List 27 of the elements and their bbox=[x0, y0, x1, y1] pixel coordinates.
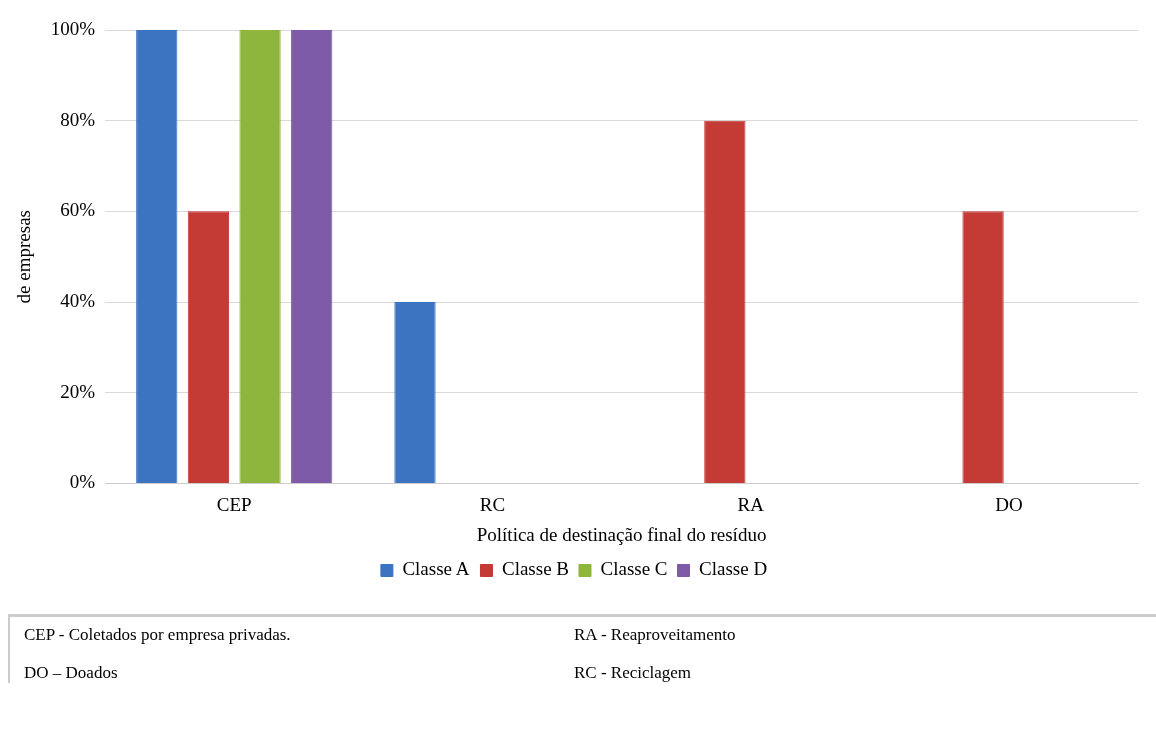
y-tick-label: 0% bbox=[69, 471, 96, 493]
x-tick-label: RA bbox=[737, 493, 765, 515]
bar bbox=[962, 211, 1004, 483]
text: RC - Reciclagem bbox=[574, 663, 693, 683]
y-axis-title: de empresas bbox=[13, 210, 35, 304]
legend-label: Classe B bbox=[501, 558, 569, 580]
bar bbox=[136, 30, 178, 483]
bar bbox=[291, 30, 333, 483]
x-tick-label: CEP bbox=[216, 493, 252, 515]
y-tick-label: 20% bbox=[60, 380, 96, 402]
text: CEP - Coletados por empresa privadas. bbox=[24, 625, 292, 645]
y-tick-label: 40% bbox=[60, 290, 96, 312]
bar bbox=[239, 30, 281, 483]
bar bbox=[187, 211, 230, 483]
legend-label: Classe C bbox=[600, 558, 668, 580]
y-tick-label: 100% bbox=[50, 17, 96, 39]
y-tick-label: 60% bbox=[60, 199, 96, 221]
y-tick-label: 80% bbox=[60, 108, 96, 130]
x-tick-label: DO bbox=[995, 493, 1023, 515]
x-tick-label: RC bbox=[479, 493, 506, 515]
bar bbox=[394, 302, 436, 483]
x-axis-title: Política de destinação final do resíduo bbox=[476, 523, 767, 545]
legend-label: Classe A bbox=[402, 558, 470, 580]
bar bbox=[704, 120, 746, 483]
text: DO – Doados bbox=[24, 663, 119, 683]
legend-label: Classe D bbox=[699, 558, 768, 580]
text: RA - Reaproveitamento bbox=[574, 625, 737, 645]
